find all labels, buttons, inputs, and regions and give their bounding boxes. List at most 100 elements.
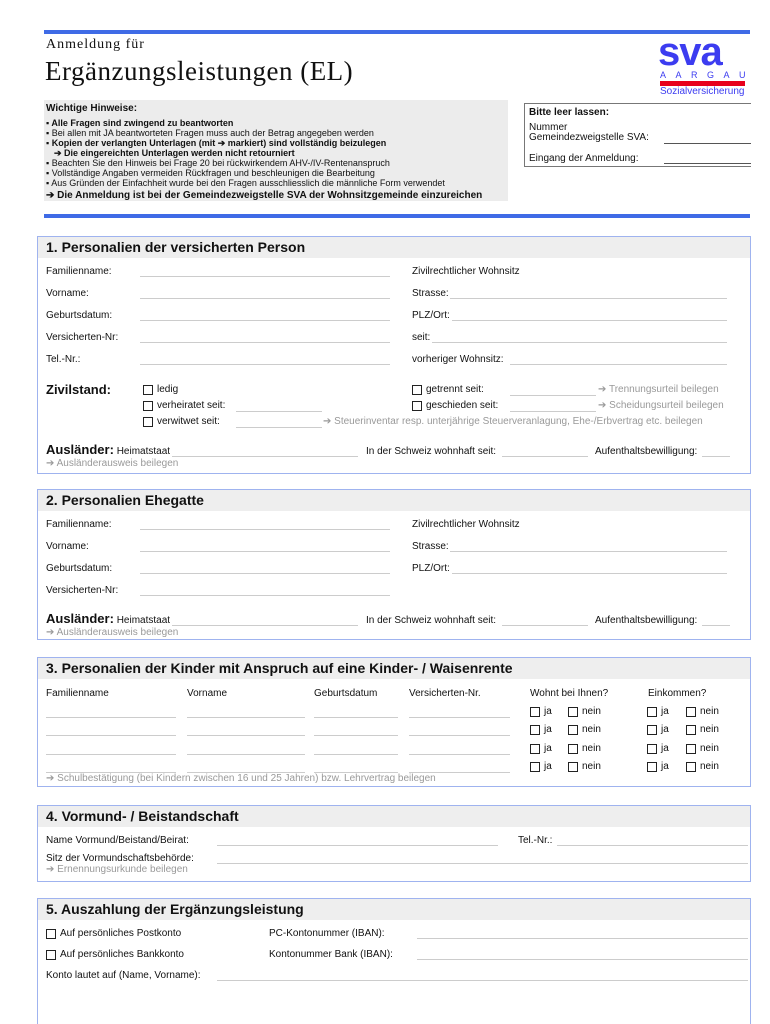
- child-field[interactable]: [187, 717, 305, 718]
- column-header: Einkommen?: [648, 688, 707, 699]
- seit-field[interactable]: [432, 342, 727, 343]
- checkbox-nein[interactable]: [568, 725, 578, 735]
- spouse-bewilligung-field[interactable]: [702, 625, 730, 626]
- checkbox-nein[interactable]: [568, 762, 578, 772]
- heimatstaat-field[interactable]: [172, 456, 358, 457]
- section-guardianship: 4. Vormund- / Beistandschaft: [37, 805, 751, 882]
- label-familienname: Familienname:: [46, 266, 112, 277]
- form-subtitle: Anmeldung für: [46, 37, 145, 52]
- checkbox-getrennt[interactable]: [412, 385, 422, 395]
- bewilligung-field[interactable]: [702, 456, 730, 457]
- getrennt-seit-field[interactable]: [510, 395, 596, 396]
- checkbox-nein[interactable]: [686, 762, 696, 772]
- strasse-field[interactable]: [450, 298, 727, 299]
- child-field[interactable]: [187, 754, 305, 755]
- pc-iban-field[interactable]: [417, 938, 748, 939]
- header-divider: [44, 214, 750, 218]
- child-field[interactable]: [409, 754, 510, 755]
- column-header: Familienname: [46, 688, 109, 699]
- spouse-strasse-field[interactable]: [450, 551, 727, 552]
- child-field[interactable]: [46, 754, 176, 755]
- label-vorname: Vorname:: [46, 288, 89, 299]
- checkbox-ja[interactable]: [530, 744, 540, 754]
- child-field[interactable]: [409, 717, 510, 718]
- kontoinhaber-field[interactable]: [217, 980, 748, 981]
- checkbox-ja[interactable]: [647, 707, 657, 717]
- geschieden-seit-field[interactable]: [510, 411, 596, 412]
- checkbox-ja[interactable]: [647, 762, 657, 772]
- plz-ort-field[interactable]: [452, 320, 727, 321]
- spouse-versicherten-nr-field[interactable]: [140, 595, 390, 596]
- tel-field[interactable]: [140, 364, 390, 365]
- checkbox-verheiratet[interactable]: [143, 401, 153, 411]
- checkbox-ja[interactable]: [647, 744, 657, 754]
- child-field[interactable]: [187, 735, 305, 736]
- checkbox-ja[interactable]: [530, 762, 540, 772]
- hint-item: ▪ Vollständige Angaben vermeiden Rückfra…: [46, 168, 375, 178]
- checkbox-nein[interactable]: [568, 707, 578, 717]
- checkbox-nein[interactable]: [568, 744, 578, 754]
- office-use-box: Bitte leer lassen: Nummer Gemeindezweigs…: [524, 103, 751, 167]
- section-personal-data: 1. Personalien der versicherten Person: [37, 236, 751, 474]
- hint-item: ▪ Beachten Sie den Hinweis bei Frage 20 …: [46, 158, 390, 168]
- child-field[interactable]: [314, 735, 398, 736]
- child-field[interactable]: [314, 754, 398, 755]
- checkbox-nein[interactable]: [686, 725, 696, 735]
- verwitwet-seit-field[interactable]: [236, 427, 322, 428]
- checkbox-ja[interactable]: [647, 725, 657, 735]
- child-field[interactable]: [46, 717, 176, 718]
- section-title: 1. Personalien der versicherten Person: [38, 237, 750, 258]
- geburtsdatum-field[interactable]: [140, 320, 390, 321]
- familienname-field[interactable]: [140, 276, 390, 277]
- checkbox-nein[interactable]: [686, 744, 696, 754]
- form-title: Ergänzungsleistungen (EL): [45, 56, 354, 86]
- spouse-heimatstaat-field[interactable]: [172, 625, 358, 626]
- label-vorheriger-wohnsitz: vorheriger Wohnsitz:: [412, 354, 504, 365]
- checkbox-verwitwet[interactable]: [143, 417, 153, 427]
- label-strasse: Strasse:: [412, 288, 449, 299]
- checkbox-ja[interactable]: [530, 707, 540, 717]
- label-tel: Tel.-Nr.:: [46, 354, 81, 365]
- vormund-tel-field[interactable]: [557, 845, 748, 846]
- wohnhaft-seit-field[interactable]: [502, 456, 588, 457]
- child-field[interactable]: [46, 772, 176, 773]
- child-field[interactable]: [314, 772, 398, 773]
- behoerde-sitz-field[interactable]: [217, 863, 748, 864]
- label-zivilstand: Zivilstand:: [46, 382, 112, 397]
- hint-item: ▪ Aus Gründen der Einfachheit wurde bei …: [46, 178, 445, 188]
- zweigstelle-field[interactable]: [664, 143, 751, 144]
- vormund-name-field[interactable]: [217, 845, 498, 846]
- checkbox-geschieden[interactable]: [412, 401, 422, 411]
- child-field[interactable]: [187, 772, 305, 773]
- label-auslaender: Ausländer:: [46, 442, 114, 457]
- bank-iban-field[interactable]: [417, 959, 748, 960]
- checkbox-postkonto[interactable]: [46, 929, 56, 939]
- label-wohnsitz: Zivilrechtlicher Wohnsitz: [412, 266, 520, 277]
- label-versicherten-nr: Versicherten-Nr:: [46, 332, 119, 343]
- hints-box: Wichtige Hinweise: ▪ Alle Fragen sind zw…: [44, 100, 508, 201]
- vorname-field[interactable]: [140, 298, 390, 299]
- child-field[interactable]: [46, 735, 176, 736]
- checkbox-ledig[interactable]: [143, 385, 153, 395]
- verheiratet-seit-field[interactable]: [236, 411, 322, 412]
- label-geburtsdatum: Geburtsdatum:: [46, 310, 113, 321]
- checkbox-ja[interactable]: [530, 725, 540, 735]
- child-field[interactable]: [409, 735, 510, 736]
- column-header: Vorname: [187, 688, 228, 699]
- eingang-field[interactable]: [664, 163, 751, 164]
- spouse-plz-ort-field[interactable]: [452, 573, 727, 574]
- label-plz-ort: PLZ/Ort:: [412, 310, 450, 321]
- child-field[interactable]: [409, 772, 510, 773]
- checkbox-nein[interactable]: [686, 707, 696, 717]
- spouse-vorname-field[interactable]: [140, 551, 390, 552]
- spouse-wohnhaft-field[interactable]: [502, 625, 588, 626]
- spouse-familienname-field[interactable]: [140, 529, 390, 530]
- section-spouse: 2. Personalien Ehegatte: [37, 489, 751, 640]
- vorheriger-wohnsitz-field[interactable]: [510, 364, 727, 365]
- hints-footer: ➔ Die Anmeldung ist bei der Gemeindezwei…: [46, 190, 483, 201]
- versicherten-nr-field[interactable]: [140, 342, 390, 343]
- child-field[interactable]: [314, 717, 398, 718]
- checkbox-bankkonto[interactable]: [46, 950, 56, 960]
- spouse-geburtsdatum-field[interactable]: [140, 573, 390, 574]
